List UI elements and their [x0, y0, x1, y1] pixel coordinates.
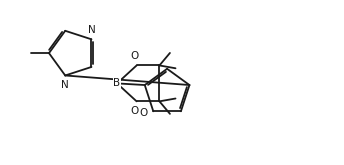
Text: N: N [61, 80, 69, 90]
Text: O: O [131, 106, 139, 116]
Text: O: O [131, 51, 139, 61]
Text: B: B [114, 78, 121, 88]
Text: N: N [88, 25, 95, 35]
Text: O: O [140, 108, 148, 118]
